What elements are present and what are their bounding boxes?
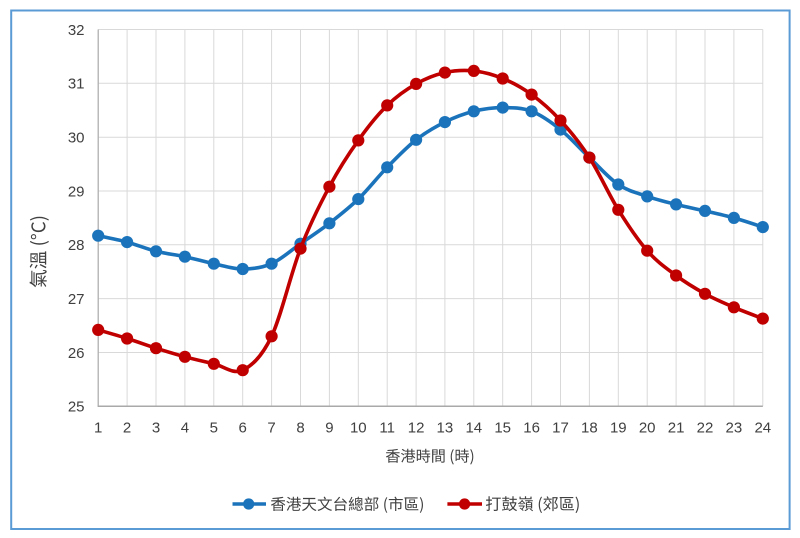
svg-text:20: 20 bbox=[639, 420, 656, 437]
svg-text:17: 17 bbox=[552, 420, 569, 437]
svg-text:31: 31 bbox=[68, 76, 85, 93]
svg-text:29: 29 bbox=[68, 183, 85, 200]
svg-text:27: 27 bbox=[68, 291, 85, 308]
svg-text:11: 11 bbox=[379, 420, 395, 437]
svg-text:19: 19 bbox=[610, 420, 627, 437]
svg-text:16: 16 bbox=[523, 420, 540, 437]
svg-text:10: 10 bbox=[350, 420, 367, 437]
svg-text:21: 21 bbox=[668, 420, 685, 437]
svg-text:25: 25 bbox=[68, 399, 85, 416]
svg-text:2: 2 bbox=[123, 420, 131, 437]
svg-text:8: 8 bbox=[296, 420, 304, 437]
svg-text:18: 18 bbox=[581, 420, 598, 437]
svg-text:6: 6 bbox=[239, 420, 247, 437]
svg-text:12: 12 bbox=[408, 420, 425, 437]
svg-text:22: 22 bbox=[697, 420, 714, 437]
svg-text:15: 15 bbox=[494, 420, 511, 437]
svg-text:4: 4 bbox=[181, 420, 189, 437]
svg-text:13: 13 bbox=[437, 420, 454, 437]
svg-text:1: 1 bbox=[94, 420, 102, 437]
svg-text:7: 7 bbox=[267, 420, 275, 437]
svg-text:3: 3 bbox=[152, 420, 160, 437]
svg-text:28: 28 bbox=[68, 237, 85, 254]
svg-text:30: 30 bbox=[68, 130, 85, 147]
svg-text:14: 14 bbox=[465, 420, 482, 437]
svg-text:5: 5 bbox=[210, 420, 218, 437]
svg-text:23: 23 bbox=[726, 420, 743, 437]
svg-text:9: 9 bbox=[325, 420, 333, 437]
svg-text:26: 26 bbox=[68, 345, 85, 362]
svg-text:24: 24 bbox=[754, 420, 771, 437]
svg-text:32: 32 bbox=[68, 22, 85, 39]
